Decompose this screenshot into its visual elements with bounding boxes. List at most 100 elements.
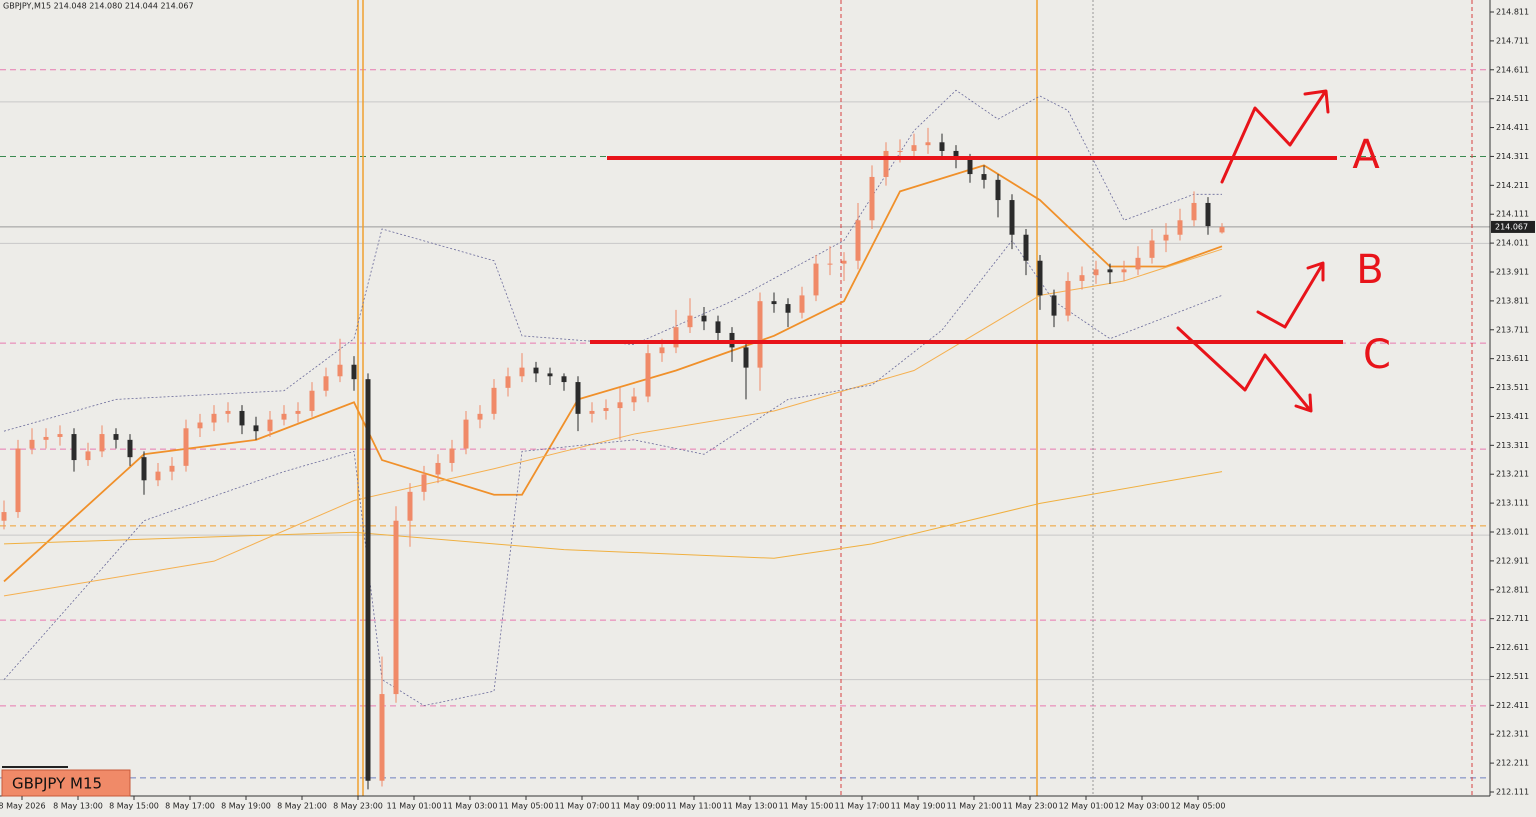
y-tick-label: 212.611 xyxy=(1496,643,1529,652)
candle-body xyxy=(1,512,7,521)
candle-body xyxy=(1219,226,1225,233)
candle-body xyxy=(1121,269,1127,273)
y-tick-label: 214.111 xyxy=(1496,210,1529,219)
candle-body xyxy=(631,396,637,403)
arrow-c xyxy=(1176,326,1313,413)
candle-body xyxy=(1079,275,1085,281)
y-tick-label: 212.911 xyxy=(1496,556,1529,565)
candle-body xyxy=(533,367,539,374)
candle-body xyxy=(15,448,21,513)
candle-body xyxy=(939,142,945,151)
candle-body xyxy=(71,434,77,461)
x-tick-label: 11 May 21:00 xyxy=(947,802,1002,811)
x-tick-label: 11 May 11:00 xyxy=(667,802,722,811)
candle-body xyxy=(379,694,385,781)
x-tick-label: 12 May 01:00 xyxy=(1059,802,1114,811)
candle-body xyxy=(757,301,763,368)
y-tick-label: 213.111 xyxy=(1496,499,1529,508)
candle-body xyxy=(99,434,105,452)
x-tick-label: 8 May 21:00 xyxy=(277,802,327,811)
candle-body xyxy=(883,150,889,177)
x-tick-label: 11 May 09:00 xyxy=(611,802,666,811)
x-tick-label: 8 May 15:00 xyxy=(109,802,159,811)
candle-body xyxy=(1023,234,1029,261)
x-tick-label: 11 May 13:00 xyxy=(723,802,778,811)
candle-body xyxy=(239,410,245,426)
candle-body xyxy=(141,457,147,481)
y-tick-label: 212.211 xyxy=(1496,759,1529,768)
candle-body xyxy=(1163,234,1169,241)
candle-body xyxy=(519,367,525,377)
candle-body xyxy=(491,387,497,414)
candle-body xyxy=(673,327,679,348)
candle-body xyxy=(911,145,917,151)
candle-body xyxy=(981,174,987,180)
arrow-b xyxy=(1256,261,1325,329)
y-tick-label: 214.711 xyxy=(1496,36,1529,45)
x-tick-label: 11 May 05:00 xyxy=(499,802,554,811)
y-tick-label: 213.411 xyxy=(1496,412,1529,421)
y-tick-label: 214.811 xyxy=(1496,8,1529,17)
x-tick-label: 8 May 23:00 xyxy=(333,802,383,811)
y-tick-label: 214.011 xyxy=(1496,239,1529,248)
candle-body xyxy=(953,150,959,160)
candle-body xyxy=(267,419,273,432)
y-tick-label: 212.811 xyxy=(1496,585,1529,594)
candle-body xyxy=(211,413,217,423)
candle-body xyxy=(869,176,875,221)
candle-body xyxy=(1149,240,1155,258)
y-tick-label: 213.311 xyxy=(1496,441,1529,450)
candle-body xyxy=(505,376,511,388)
candle-body xyxy=(1065,280,1071,316)
candle-body xyxy=(477,413,483,420)
candle-body xyxy=(1009,200,1015,235)
x-tick-label: 12 May 03:00 xyxy=(1115,802,1170,811)
candle-body xyxy=(589,410,595,414)
candle-body xyxy=(547,373,553,377)
x-tick-label: 11 May 17:00 xyxy=(835,802,890,811)
indicator-line xyxy=(3,239,1223,707)
candle-body xyxy=(645,353,651,397)
candle-body xyxy=(785,304,791,313)
candle-body xyxy=(155,471,161,481)
y-tick-label: 213.811 xyxy=(1496,296,1529,305)
candle-body xyxy=(827,263,833,265)
candle-body xyxy=(393,520,399,695)
candle-body xyxy=(57,434,63,437)
y-tick-label: 212.511 xyxy=(1496,672,1529,681)
candle-body xyxy=(771,301,777,305)
x-tick-label: 11 May 15:00 xyxy=(779,802,834,811)
y-tick-label: 213.211 xyxy=(1496,470,1529,479)
header: GBPJPY,M15 214.048 214.080 214.044 214.0… xyxy=(3,2,194,11)
arrow-a xyxy=(1220,89,1330,184)
candle-body xyxy=(575,382,581,414)
candle-body xyxy=(1093,269,1099,276)
annotation: A xyxy=(1352,132,1380,178)
y-tick-label: 213.511 xyxy=(1496,383,1529,392)
y-tick-label: 213.611 xyxy=(1496,354,1529,363)
candle-body xyxy=(1037,260,1043,296)
candle-body xyxy=(995,179,1001,201)
y-tick-label: 214.311 xyxy=(1496,152,1529,161)
candle-body xyxy=(351,364,357,380)
x-tick-label: 11 May 19:00 xyxy=(891,802,946,811)
candle-body xyxy=(799,295,805,313)
indicator-line xyxy=(3,471,1223,559)
y-tick-label: 212.311 xyxy=(1496,730,1529,739)
y-tick-label: 214.411 xyxy=(1496,123,1529,132)
candle-body xyxy=(225,410,231,414)
candle-body xyxy=(281,413,287,420)
candle-body xyxy=(253,425,259,432)
y-tick-label: 212.411 xyxy=(1496,701,1529,710)
candle-body xyxy=(295,410,301,414)
candle-body xyxy=(435,462,441,475)
x-tick-label: 8 May 19:00 xyxy=(221,802,271,811)
candle-body xyxy=(43,436,49,440)
candle-body xyxy=(841,260,847,264)
candle-body xyxy=(925,142,931,146)
candle-body xyxy=(617,402,623,409)
x-tick-label: 8 May 13:00 xyxy=(53,802,103,811)
candle-body xyxy=(813,263,819,296)
candle-body xyxy=(1205,202,1211,227)
candle-body xyxy=(463,419,469,449)
